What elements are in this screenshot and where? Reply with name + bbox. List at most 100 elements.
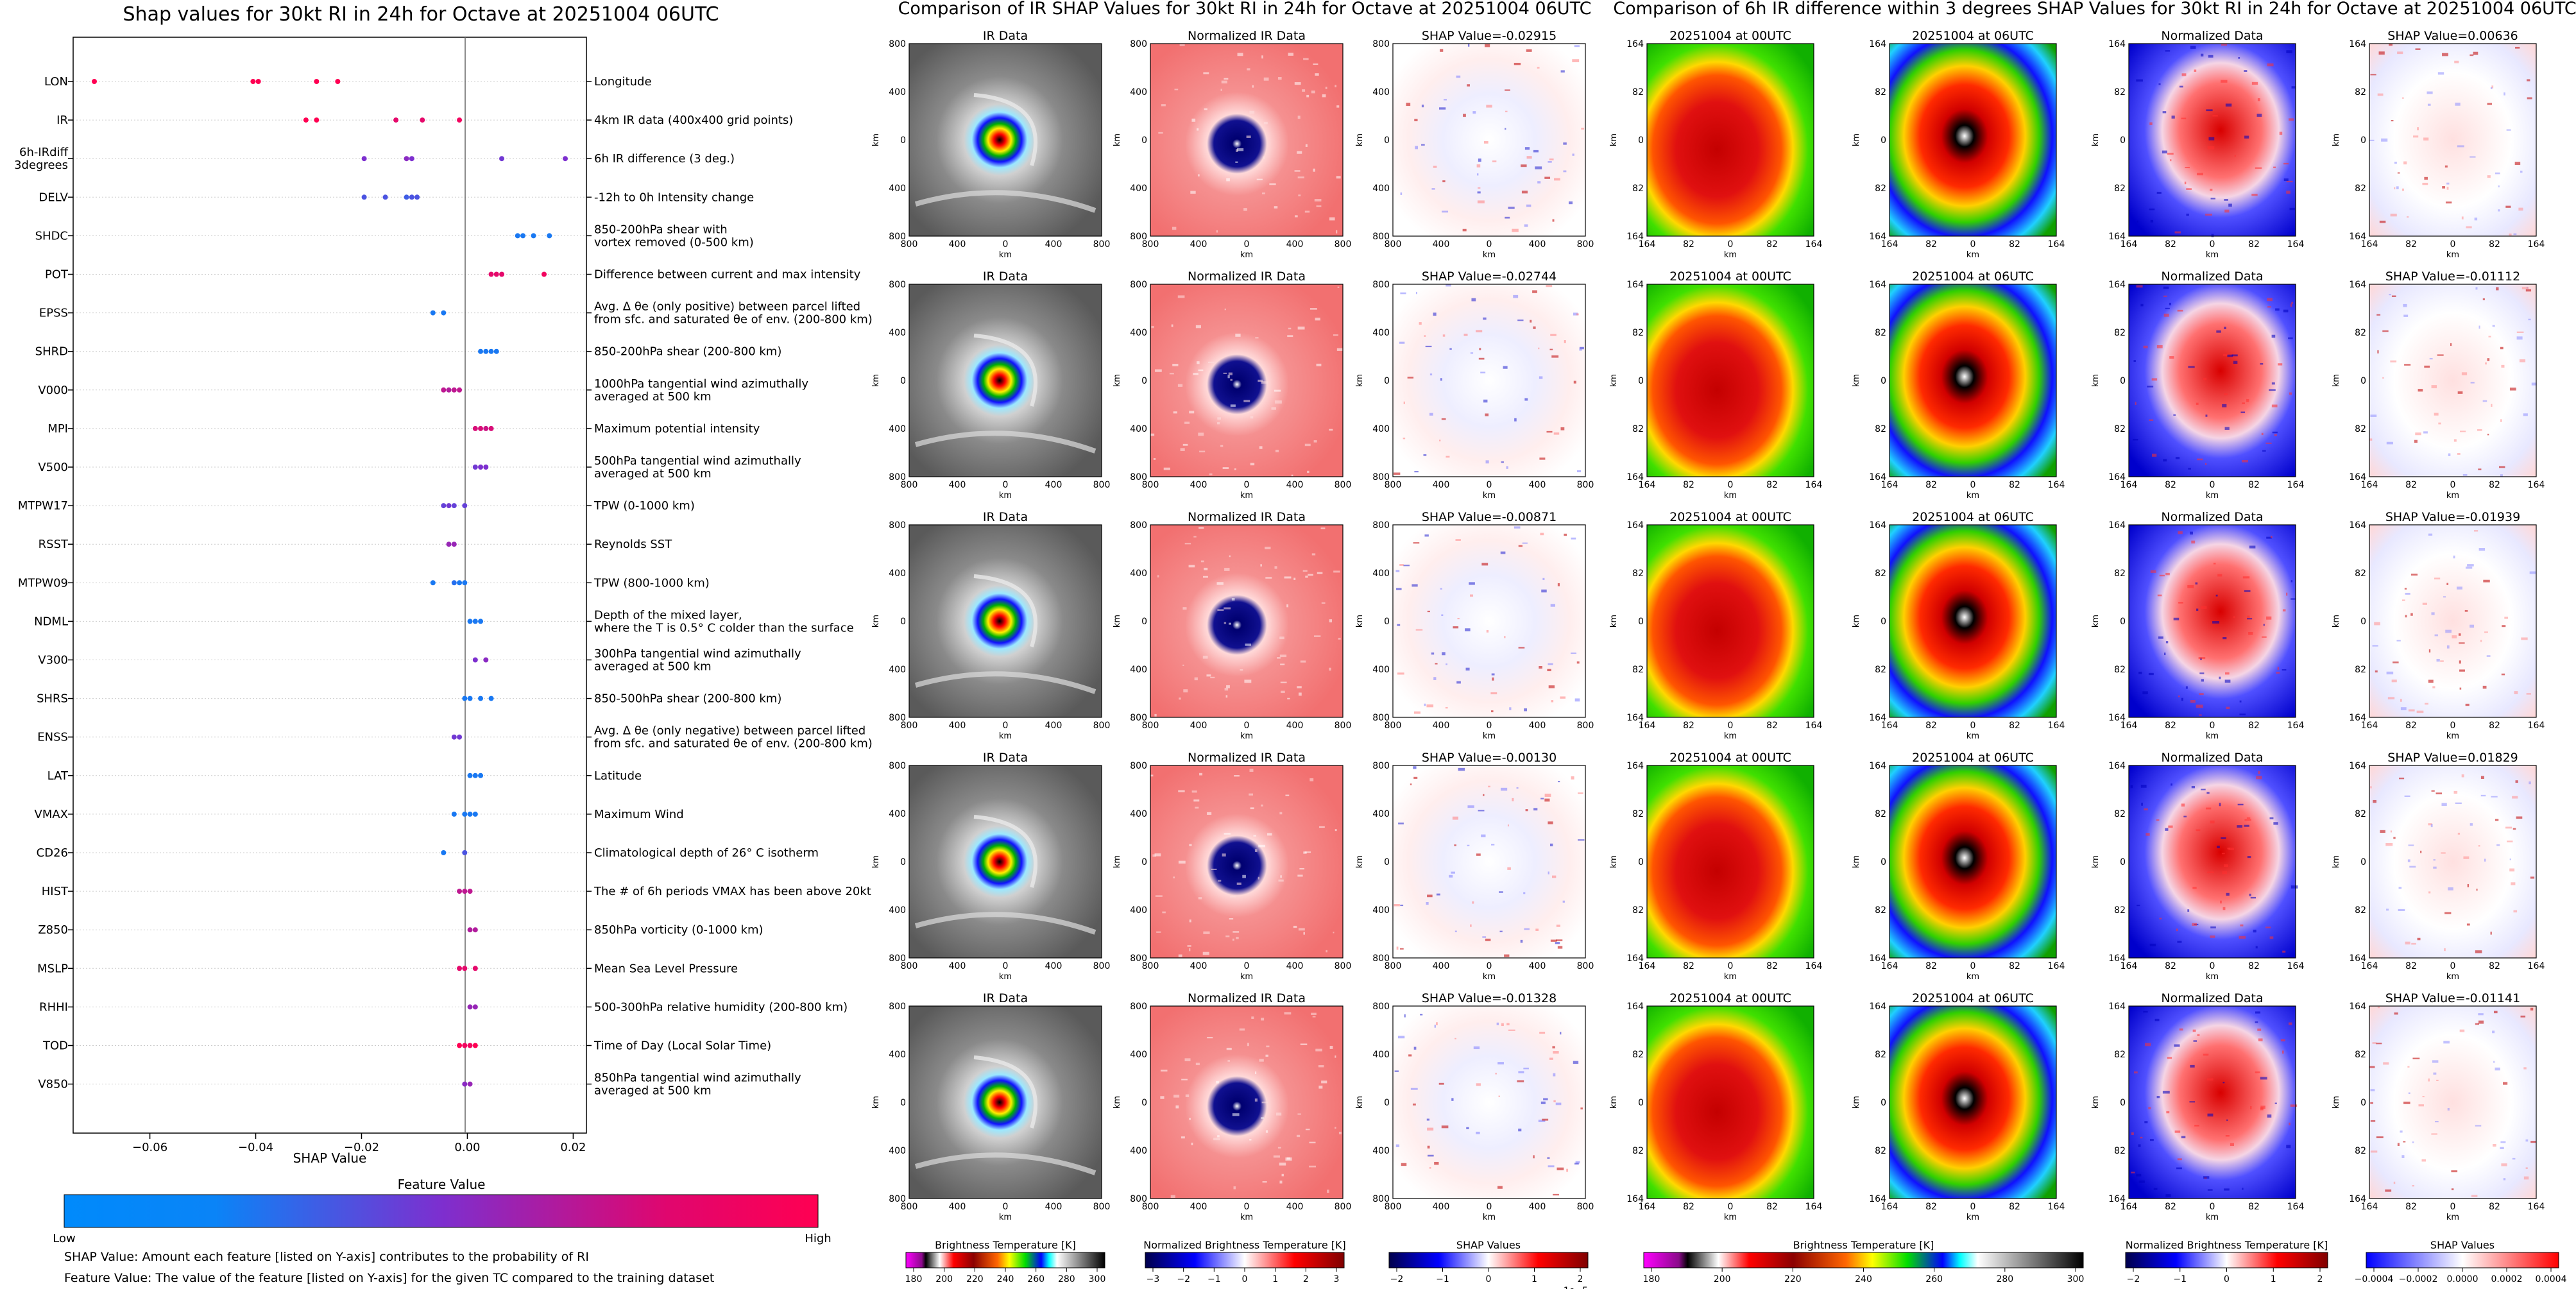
y-axis-label: km: [1355, 374, 1365, 387]
y-tick-label: 164: [1869, 761, 1886, 771]
shap-feature-label: MTPW17: [18, 499, 68, 513]
x-tick-label: 82: [2165, 721, 2176, 731]
x-tick-label: 82: [2489, 480, 2500, 490]
y-tick-label: 164: [2108, 472, 2126, 482]
x-tick-label: 164: [2528, 239, 2545, 250]
shap-point: [462, 889, 468, 894]
subplot-frame: [908, 765, 1102, 959]
x-tick-label: 82: [1766, 480, 1778, 490]
y-tick-label: 800: [1130, 953, 1147, 964]
colorbar-gradient: [1145, 1252, 1345, 1268]
x-axis-label: km: [2206, 731, 2219, 741]
x-tick-label: 82: [2489, 961, 2500, 971]
y-tick-label: 164: [1626, 761, 1644, 771]
y-tick-label: 800: [1130, 761, 1147, 771]
x-tick-label: 164: [1881, 239, 1898, 250]
subplot-image: [1393, 1006, 1585, 1199]
y-tick-label: 0: [1638, 857, 1644, 867]
shap-point: [483, 348, 489, 354]
shap-point: [451, 811, 457, 817]
x-tick-label: 164: [1881, 480, 1898, 490]
shap-feature-desc: 850hPa vorticity (0-1000 km): [594, 923, 763, 937]
x-tick-label: 164: [1639, 239, 1656, 250]
colorbar-tick-label: 200: [1714, 1274, 1731, 1285]
y-tick-label: 400: [1130, 1050, 1147, 1060]
subplot-title: 20251004 at 00UTC: [1669, 751, 1791, 765]
y-tick-label: 82: [1875, 328, 1886, 338]
shap-point: [441, 310, 447, 316]
shap-feature-desc: Mean Sea Level Pressure: [594, 962, 738, 975]
shap-feature-desc: 850-200hPa shear with vortex removed (0-5…: [594, 223, 754, 249]
y-tick-label: 82: [2355, 87, 2366, 98]
x-tick-label: 800: [901, 961, 918, 971]
image-subplot: 20251004 at 06UTC1641648282008282164164k…: [1852, 510, 2065, 741]
shap-feature-label: CD26: [37, 846, 68, 860]
x-tick-label: 0: [2210, 239, 2215, 250]
x-axis-label: km: [1966, 1213, 1979, 1222]
shap-x-axis-label: SHAP Value: [293, 1150, 367, 1166]
x-axis-label: km: [2206, 491, 2219, 500]
x-tick-label: 800: [1577, 239, 1594, 250]
x-tick-label: 164: [2361, 1202, 2378, 1212]
x-tick-label: 400: [1529, 961, 1546, 971]
y-axis-label: km: [2332, 133, 2341, 146]
shap-feature-label: V300: [38, 654, 68, 667]
y-tick-label: 800: [889, 232, 906, 242]
colorbar-tick-label: 2: [2317, 1274, 2323, 1285]
x-tick-label: 0: [1970, 721, 1976, 731]
x-axis-label: km: [1724, 250, 1737, 260]
x-tick-label: 164: [2120, 1202, 2138, 1212]
y-tick-label: 400: [1130, 87, 1147, 98]
x-tick-label: 82: [2248, 1202, 2260, 1212]
x-tick-label: 400: [1286, 1202, 1304, 1212]
x-tick-label: 164: [2528, 961, 2545, 971]
shap-point: [467, 1043, 473, 1048]
y-tick-label: 82: [1632, 1050, 1644, 1060]
y-tick-label: 400: [1372, 665, 1390, 675]
x-tick-label: 82: [1683, 961, 1694, 971]
shap-point: [493, 271, 499, 277]
y-tick-label: 0: [2120, 376, 2126, 386]
colorbar-tick-label: 2: [1303, 1274, 1309, 1285]
x-tick-label: 800: [1335, 961, 1352, 971]
y-tick-label: 800: [1372, 953, 1390, 964]
shap-point: [451, 580, 457, 586]
x-axis-label: km: [1483, 250, 1496, 260]
colorbar-gradient: [1643, 1252, 2084, 1268]
x-tick-label: 800: [1385, 239, 1402, 250]
y-tick-label: 0: [2360, 376, 2366, 386]
y-tick-label: 400: [1372, 905, 1390, 916]
shap-point: [493, 348, 499, 354]
shap-feature-desc: Latitude: [594, 769, 642, 783]
y-tick-label: 164: [1869, 280, 1886, 290]
image-subplot: 20251004 at 00UTC1641648282008282164164k…: [1609, 269, 1822, 500]
y-tick-label: 0: [1881, 617, 1886, 627]
image-subplot: SHAP Value=-0.01141164164828200828216416…: [2332, 991, 2545, 1222]
x-tick-label: 0: [1003, 1202, 1009, 1212]
feature-colorbar: [64, 1194, 819, 1228]
subplot-title: 20251004 at 00UTC: [1669, 991, 1791, 1005]
x-tick-label: 164: [2361, 961, 2378, 971]
shap-feature-desc: 850-200hPa shear (200-800 km): [594, 345, 781, 359]
shap-point: [515, 233, 520, 239]
x-tick-label: 82: [1683, 480, 1694, 490]
x-tick-label: 164: [2361, 480, 2378, 490]
x-tick-label: 400: [1529, 239, 1546, 250]
subplot-title: 20251004 at 06UTC: [1912, 29, 2034, 43]
subplot-title: 20251004 at 06UTC: [1912, 751, 2034, 765]
y-tick-label: 0: [2360, 1098, 2366, 1108]
y-tick-label: 82: [2114, 87, 2126, 98]
subplot-title: Normalized Data: [2161, 510, 2263, 524]
x-tick-label: 82: [2009, 721, 2020, 731]
subplot-title: SHAP Value=-0.01141: [2385, 991, 2520, 1005]
x-axis-label: km: [1724, 731, 1737, 741]
x-tick-label: 800: [1335, 239, 1352, 250]
y-tick-label: 0: [1384, 857, 1390, 867]
x-tick-label: 164: [2287, 1202, 2305, 1212]
colorbar-tick-label: −1: [1207, 1274, 1221, 1285]
x-tick-label: 82: [2009, 961, 2020, 971]
y-tick-label: 82: [2355, 568, 2366, 579]
colorbar-title: SHAP Values: [2430, 1239, 2495, 1251]
x-tick-label: 800: [1577, 721, 1594, 731]
